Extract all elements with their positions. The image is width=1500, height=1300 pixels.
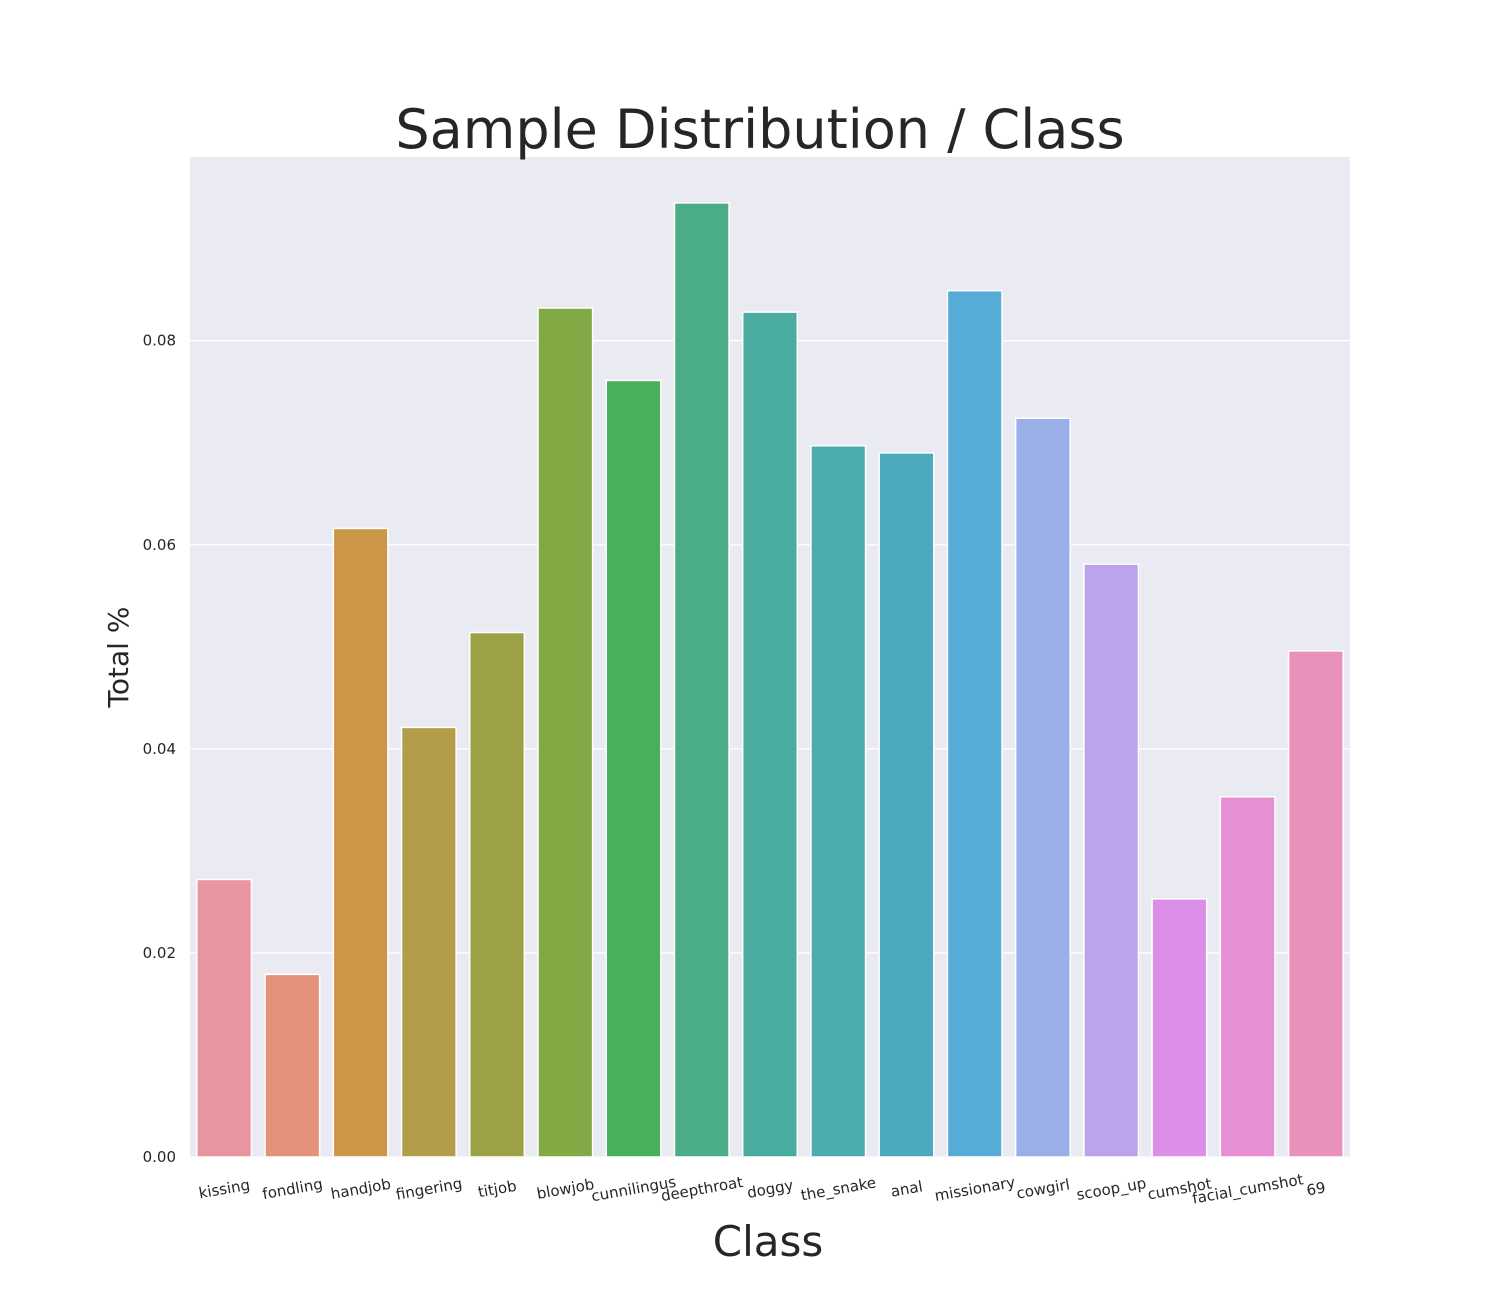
y-tick-label: 0.08 xyxy=(143,332,176,350)
bar-titjob xyxy=(469,631,526,1158)
bar-fondling xyxy=(264,973,321,1158)
x-axis-label: Class xyxy=(713,1217,824,1266)
bar-cowgirl xyxy=(1014,417,1071,1158)
y-tick-label: 0.06 xyxy=(143,536,176,554)
bar-anal xyxy=(878,452,935,1158)
x-tick-label: titjob xyxy=(477,1177,518,1201)
y-tick-label: 0.00 xyxy=(143,1148,176,1166)
x-tick-label: cowgirl xyxy=(1015,1175,1071,1202)
x-tick-label: fondling xyxy=(261,1175,324,1203)
x-tick-label: the_snake xyxy=(799,1174,877,1206)
x-tick-label: anal xyxy=(889,1177,924,1200)
y-tick-labels: 0.00 0.02 0.04 0.06 0.08 xyxy=(143,332,176,1166)
bars xyxy=(196,202,1344,1158)
chart-title: Sample Distribution / Class xyxy=(395,98,1124,161)
x-tick-label: handjob xyxy=(329,1175,392,1203)
bar-doggy xyxy=(741,311,799,1158)
bar-facial-cumshot xyxy=(1219,796,1276,1158)
bar-cumshot xyxy=(1151,898,1208,1158)
bar-the-snake xyxy=(810,445,867,1158)
x-tick-label: scoop_up xyxy=(1075,1174,1148,1205)
bar-cunnilingus xyxy=(605,379,662,1158)
x-tick-label: blowjob xyxy=(535,1175,595,1203)
y-tick-label: 0.04 xyxy=(143,740,176,758)
bar-deepthroat xyxy=(673,202,730,1158)
bar-69 xyxy=(1287,650,1344,1158)
x-tick-label: fingering xyxy=(394,1174,463,1203)
bar-missionary xyxy=(946,289,1003,1158)
y-tick-label: 0.02 xyxy=(143,944,176,962)
x-tick-labels: kissing fondling handjob fingering titjob blo… xyxy=(197,1170,1327,1208)
bar-kissing xyxy=(196,878,253,1158)
x-tick-label: kissing xyxy=(197,1176,251,1203)
x-tick-label: doggy xyxy=(746,1176,795,1202)
x-tick-label: missionary xyxy=(933,1173,1017,1205)
bar-handjob xyxy=(332,527,389,1158)
y-axis-label: Total % xyxy=(102,607,135,709)
bar-fingering xyxy=(400,726,457,1158)
bar-blowjob xyxy=(537,307,594,1158)
x-tick-label: 69 xyxy=(1305,1178,1327,1199)
bar-scoop-up xyxy=(1083,563,1140,1158)
